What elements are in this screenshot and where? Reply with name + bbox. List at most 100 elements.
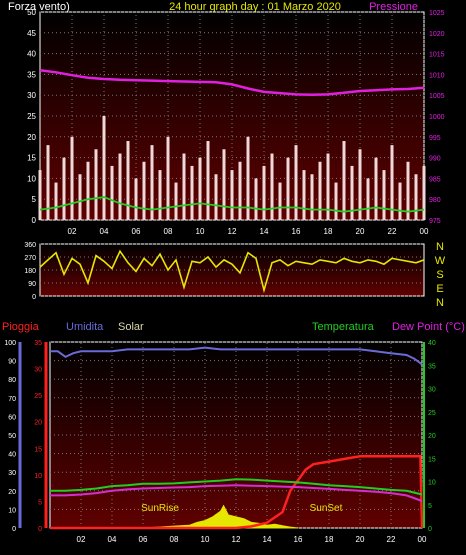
wind-tick-label: 40: [27, 50, 36, 59]
wind-speed-bars: [38, 116, 426, 220]
humidity-tick-label: 0: [12, 526, 16, 533]
wind-time-axis-ticks: 02 04 06 08 10 12 14 16 18 20 22 00: [68, 227, 429, 236]
temperature-tick-label: 0: [428, 526, 432, 533]
time-tick-label: 14: [260, 227, 269, 236]
time-tick-label: 14: [263, 535, 272, 544]
humidity-axis-ticks: 0 10 20 30 40 50 60 70 80 90 100: [4, 340, 16, 533]
wind-tick-label: 5: [32, 195, 37, 204]
solar-area: [142, 504, 299, 529]
humidity-tick-label: 40: [8, 452, 16, 459]
pressure-tick-label: 995: [429, 135, 441, 142]
humidity-tick-label: 80: [8, 377, 16, 384]
temperature-tick-label: 20: [428, 433, 436, 440]
wind-tick-label: 25: [27, 112, 36, 121]
time-tick-label: 06: [139, 535, 148, 544]
pressure-tick-label: 1000: [429, 114, 445, 121]
time-tick-label: 06: [132, 227, 141, 236]
time-tick-label: 18: [324, 227, 333, 236]
wind-tick-label: 15: [27, 154, 36, 163]
time-tick-label: 00: [418, 535, 427, 544]
rain-tick-label: 10: [34, 473, 42, 480]
pressure-tick-label: 1025: [429, 10, 445, 17]
wind-direction-grid: [40, 243, 424, 297]
direction-axis-ticks: 0 90 180 270 360: [24, 242, 36, 301]
wind-tick-label: 35: [27, 70, 36, 79]
wind-tick-label: 20: [27, 133, 36, 142]
pressure-axis-ticks: 975 980 985 990 995 1000 1005 1010 1015 1020 1025: [429, 10, 445, 225]
rain-tick-label: 20: [34, 420, 42, 427]
sunrise-label: SunRise: [141, 503, 179, 514]
time-tick-label: 22: [388, 227, 397, 236]
wind-tick-label: 50: [27, 8, 36, 17]
humidity-tick-label: 60: [8, 414, 16, 421]
pressure-tick-label: 980: [429, 197, 441, 204]
rain-tick-label: 35: [34, 340, 42, 347]
temperature-tick-label: 15: [428, 456, 436, 463]
compass-letter: E: [436, 283, 443, 295]
time-tick-label: 16: [294, 535, 303, 544]
rain-line: [50, 455, 424, 530]
rain-tick-label: 15: [34, 446, 42, 453]
pressure-tick-label: 985: [429, 176, 441, 183]
humidity-tick-label: 10: [8, 507, 16, 514]
solar-label: Solar: [118, 321, 144, 333]
time-tick-label: 16: [292, 227, 301, 236]
time-tick-label: 04: [108, 535, 117, 544]
compass-letter: W: [435, 255, 446, 267]
direction-tick-label: 360: [24, 242, 36, 249]
pressure-tick-label: 1020: [429, 31, 445, 38]
rain-humidity-lines: [50, 346, 424, 530]
rain-label: Pioggia: [2, 321, 40, 333]
wind-tick-label: 10: [27, 174, 36, 183]
time-tick-label: 02: [77, 535, 86, 544]
time-tick-label: 08: [164, 227, 173, 236]
temperature-tick-label: 30: [428, 387, 436, 394]
temperature-tick-label: 5: [428, 503, 432, 510]
pressure-line: [39, 68, 425, 97]
time-tick-label: 22: [387, 535, 396, 544]
solar-area: [142, 504, 299, 529]
direction-tick-label: 0: [32, 294, 36, 301]
rain-tick-label: 5: [38, 499, 42, 506]
temperature-tick-label: 10: [428, 480, 436, 487]
direction-line: [39, 249, 425, 294]
time-tick-label: 12: [232, 535, 241, 544]
rain-tick-label: 30: [34, 367, 42, 374]
temperature-tick-label: 35: [428, 363, 436, 370]
humidity-tick-label: 50: [8, 433, 16, 440]
rain-time-axis-ticks: 02 04 06 08 10 12 14 16 18 20 22 00: [77, 535, 427, 544]
chart-title: 24 hour graph day : 01 Marzo 2020: [169, 1, 341, 13]
time-tick-label: 18: [325, 535, 334, 544]
time-tick-label: 04: [100, 227, 109, 236]
humidity-tick-label: 100: [4, 340, 16, 347]
direction-tick-label: 90: [28, 281, 36, 288]
compass-letter: N: [436, 297, 444, 309]
avg_wind-line: [39, 196, 425, 213]
pressure-tick-label: 1005: [429, 93, 445, 100]
time-tick-label: 00: [420, 227, 429, 236]
temperature-axis-ticks: 0 5 10 15 20 25 30 35 40: [428, 340, 436, 533]
temperature-tick-label: 40: [428, 340, 436, 347]
humidity-tick-label: 20: [8, 489, 16, 496]
wind-pressure-lines: [39, 68, 425, 213]
compass-letter: S: [436, 269, 443, 281]
time-tick-label: 10: [201, 535, 210, 544]
time-tick-label: 20: [356, 535, 365, 544]
rain-humidity-grid: [50, 341, 423, 529]
time-tick-label: 02: [68, 227, 77, 236]
rain-axis-ticks: 0 5 10 15 20 25 30 35: [34, 340, 42, 533]
wind-tick-label: 0: [32, 216, 37, 225]
wind-tick-label: 30: [27, 91, 36, 100]
humidity-label: Umidita: [66, 321, 104, 333]
pressure-tick-label: 990: [429, 156, 441, 163]
compass-letter: N: [436, 241, 444, 253]
rain-tick-label: 0: [38, 526, 42, 533]
time-tick-label: 20: [356, 227, 365, 236]
sunset-label: SunSet: [310, 503, 343, 514]
direction-tick-label: 270: [24, 255, 36, 262]
dewpoint-line: [50, 484, 423, 502]
humidity-tick-label: 30: [8, 470, 16, 477]
time-tick-label: 12: [228, 227, 237, 236]
